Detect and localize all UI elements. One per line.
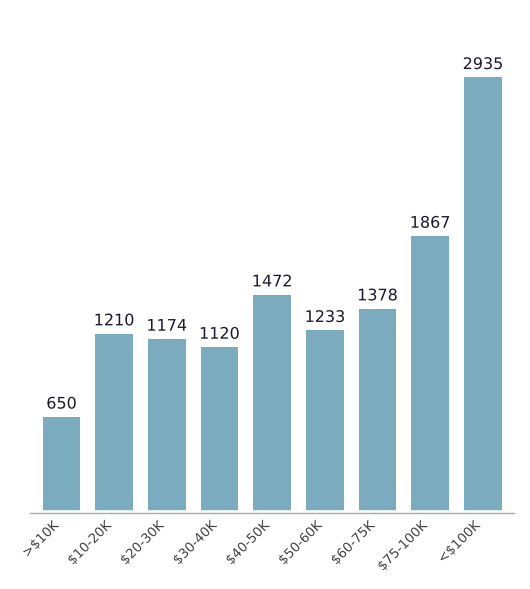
Bar: [358, 309, 396, 514]
Text: 1233: 1233: [305, 310, 345, 325]
Text: 2935: 2935: [463, 57, 503, 72]
Bar: [148, 339, 186, 514]
Bar: [411, 236, 449, 514]
Bar: [306, 330, 344, 514]
Text: 1378: 1378: [357, 289, 398, 303]
Bar: [253, 294, 291, 514]
Bar: [42, 417, 81, 514]
Text: 1120: 1120: [199, 327, 240, 342]
Text: 1867: 1867: [410, 216, 450, 231]
Text: 650: 650: [46, 396, 77, 412]
Bar: [95, 333, 133, 514]
Bar: [464, 77, 502, 514]
Bar: [200, 347, 238, 514]
Text: 1472: 1472: [252, 274, 293, 289]
Text: 1210: 1210: [94, 313, 135, 328]
Text: 1174: 1174: [146, 319, 187, 334]
